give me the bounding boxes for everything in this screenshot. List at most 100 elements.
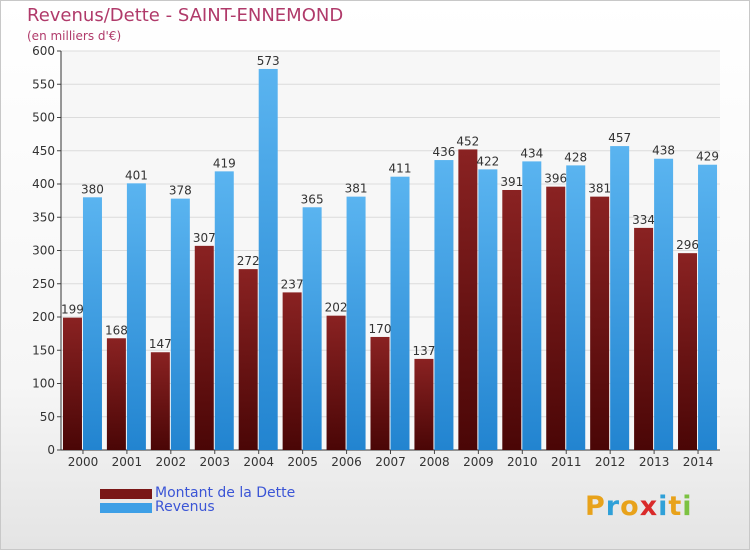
bar-dette	[546, 186, 566, 450]
logo-letter: i	[658, 491, 669, 522]
bar-revenus	[346, 196, 366, 450]
bar-revenus	[522, 161, 542, 450]
bar-revenus	[434, 160, 454, 450]
logo-letter: P	[585, 491, 606, 522]
x-tick-label: 2006	[331, 455, 362, 469]
x-tick-label: 2010	[507, 455, 538, 469]
bar-revenus	[170, 198, 190, 450]
bar-dette	[414, 358, 434, 450]
bar-dette	[590, 196, 610, 450]
x-tick-label: 2007	[375, 455, 406, 469]
x-tick-label: 2000	[68, 455, 99, 469]
legend-swatch-dette	[100, 489, 152, 499]
data-label: 381	[345, 182, 368, 196]
bar-revenus	[698, 164, 718, 450]
y-tick-label: 350	[32, 210, 55, 224]
bar-revenus	[566, 165, 586, 450]
x-tick-label: 2008	[419, 455, 450, 469]
x-tick-label: 2013	[639, 455, 670, 469]
bar-revenus	[654, 158, 674, 451]
x-tick-label: 2003	[199, 455, 230, 469]
data-label: 381	[588, 182, 611, 196]
bar-revenus	[478, 169, 498, 450]
data-label: 296	[676, 238, 699, 252]
bar-revenus	[302, 207, 322, 450]
data-label: 419	[213, 156, 236, 170]
data-label: 168	[105, 323, 128, 337]
x-tick-label: 2011	[551, 455, 582, 469]
x-tick-label: 2005	[287, 455, 318, 469]
y-tick-label: 50	[40, 410, 55, 424]
data-label: 436	[432, 145, 455, 159]
bar-dette	[150, 352, 170, 450]
bar-revenus	[258, 68, 278, 450]
bar-dette	[634, 227, 654, 450]
data-label: 438	[652, 144, 675, 158]
y-tick-label: 450	[32, 144, 55, 158]
y-tick-label: 200	[32, 310, 55, 324]
data-label: 334	[632, 213, 655, 227]
y-tick-label: 0	[47, 443, 55, 457]
bar-dette	[458, 149, 478, 451]
data-label: 429	[696, 150, 719, 164]
data-label: 380	[81, 182, 104, 196]
y-tick-label: 500	[32, 111, 55, 125]
bar-dette	[62, 317, 82, 450]
data-label: 307	[193, 231, 216, 245]
data-label: 422	[476, 154, 499, 168]
bar-dette	[678, 253, 698, 450]
x-tick-label: 2004	[243, 455, 274, 469]
data-label: 199	[61, 303, 84, 317]
x-tick-label: 2001	[112, 455, 143, 469]
data-label: 202	[325, 301, 348, 315]
logo-letter: r	[605, 491, 621, 522]
chart-subtitle: (en milliers d'€)	[27, 29, 122, 43]
bar-revenus	[390, 176, 410, 450]
data-label: 573	[257, 54, 280, 68]
data-label: 434	[520, 146, 543, 160]
bar-revenus	[82, 197, 102, 450]
x-tick-label: 2002	[156, 455, 187, 469]
data-label: 147	[149, 337, 172, 351]
x-tick-label: 2014	[683, 455, 714, 469]
data-label: 237	[281, 277, 304, 291]
bar-revenus	[214, 171, 234, 451]
proxiti-logo: Proxiti	[585, 491, 693, 522]
x-tick-label: 2012	[595, 455, 626, 469]
data-label: 428	[564, 150, 587, 164]
bar-revenus	[126, 183, 146, 450]
logo-letter: t	[668, 491, 683, 522]
y-tick-label: 600	[32, 44, 55, 58]
legend-label-dette: Montant de la Dette	[155, 485, 296, 501]
bar-dette	[326, 315, 346, 450]
bar-dette	[194, 245, 214, 450]
data-label: 137	[412, 344, 435, 358]
data-label: 411	[389, 162, 412, 176]
data-label: 391	[500, 175, 523, 189]
y-tick-label: 550	[32, 77, 55, 91]
bar-dette	[106, 338, 126, 450]
y-tick-label: 300	[32, 244, 55, 258]
y-tick-label: 400	[32, 177, 55, 191]
bar-revenus	[610, 146, 630, 450]
bar-dette	[238, 269, 258, 450]
data-label: 457	[608, 131, 631, 145]
logo-letter: x	[639, 491, 659, 522]
logo-letter: o	[620, 491, 640, 522]
data-label: 170	[369, 322, 392, 336]
logo-letter: i	[682, 491, 693, 522]
legend-label-revenus: Revenus	[155, 499, 215, 515]
legend-swatch-revenus	[100, 503, 152, 513]
data-label: 378	[169, 184, 192, 198]
bar-dette	[282, 292, 302, 450]
x-tick-label: 2009	[463, 455, 494, 469]
y-tick-label: 100	[32, 377, 55, 391]
bar-dette	[502, 189, 522, 451]
y-tick-label: 250	[32, 277, 55, 291]
data-label: 452	[456, 134, 479, 148]
data-label: 396	[544, 172, 567, 186]
y-tick-label: 150	[32, 343, 55, 357]
bar-dette	[370, 336, 390, 450]
chart-title: Revenus/Dette - SAINT-ENNEMOND	[27, 5, 344, 26]
